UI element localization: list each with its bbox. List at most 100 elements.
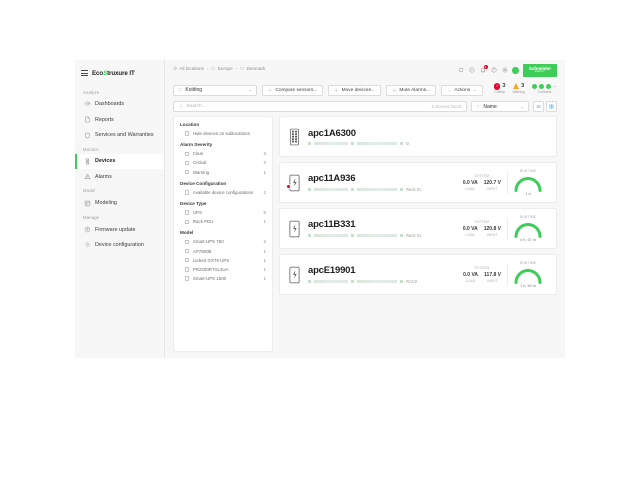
tag-marker-icon: [351, 141, 354, 145]
grid-view-icon[interactable]: [546, 101, 557, 112]
device-card[interactable]: apc1A6300: [279, 116, 557, 157]
sidebar-item-devices[interactable]: Devices: [75, 153, 164, 170]
alarm-summary-label: Contains: [537, 89, 552, 94]
checkbox-icon[interactable]: [185, 151, 190, 156]
checkbox-icon[interactable]: [185, 248, 190, 254]
notifications-icon[interactable]: 1: [479, 64, 488, 74]
location-selector[interactable]: Kolding ⌄: [173, 84, 257, 96]
filter-option[interactable]: Clear 3: [180, 149, 266, 158]
device-model-tag: [314, 187, 348, 191]
breadcrumb-item-europe[interactable]: Europe: [211, 66, 233, 71]
user-avatar[interactable]: [512, 67, 519, 74]
metrics-divider: [507, 263, 508, 286]
checkbox-icon[interactable]: [185, 239, 190, 245]
tag-marker-icon: [308, 141, 311, 145]
tag-marker-icon: [351, 233, 354, 237]
sidebar-item-device-configuration[interactable]: Device configuration: [75, 237, 164, 252]
device-model-tag: [314, 141, 348, 145]
filter-option[interactable]: Rack PDU 1: [180, 217, 266, 226]
device-card[interactable]: apcE19901 RACK SYSTEM 0.0 VA LOAD 117.8 V INPU…: [279, 254, 557, 295]
sidebar-item-label: Modeling: [95, 200, 117, 207]
filter-option-count: 1: [263, 219, 266, 225]
services-icon: [84, 132, 91, 139]
sidebar-item-dashboards[interactable]: Dashboards: [75, 97, 164, 112]
runtime-header: RUNTIME: [519, 261, 537, 265]
filter-option[interactable]: PR2200RTXL2UA 1: [180, 265, 266, 274]
checkbox-icon[interactable]: [185, 210, 190, 215]
brand-logo[interactable]: EcoStruxure IT: [75, 65, 164, 86]
filter-option-count: 1: [263, 169, 266, 175]
filter-option-label: Warning: [192, 169, 210, 175]
folder-icon: [240, 66, 245, 70]
refresh-icon[interactable]: [457, 67, 464, 74]
alarm-summary-label: Warning: [512, 89, 525, 94]
notification-badge: 1: [483, 64, 488, 70]
filter-option-label: Hide devices on sublocations: [192, 131, 250, 137]
help-circle-icon[interactable]: [468, 67, 475, 74]
input-value: 120.7 V: [483, 180, 501, 187]
breadcrumb-item-denmark[interactable]: Denmark: [240, 66, 265, 71]
chevron-down-icon: ⌄: [520, 103, 524, 109]
toolbar-button-mute-alarms[interactable]: Mute Alarms...: [385, 84, 437, 96]
load-value: 0.0 VA: [463, 272, 479, 279]
sort-selector[interactable]: Name ⌄: [471, 101, 529, 112]
toolbar-button-compare-sensors[interactable]: Compare sensors...: [262, 84, 324, 96]
chevron-down-icon: ⌄: [248, 87, 252, 92]
filter-option[interactable]: AP7800B 1: [180, 247, 266, 256]
filter-option[interactable]: Warning 1: [180, 168, 266, 177]
sort-icon: [476, 104, 480, 108]
toolbar-button-actions[interactable]: Actions ⌄: [441, 84, 483, 96]
filter-option-count: 1: [263, 257, 266, 263]
settings-icon[interactable]: [501, 67, 508, 74]
filter-option[interactable]: Critical 2: [180, 158, 266, 167]
device-name[interactable]: apcE19901: [308, 265, 356, 277]
filter-option-count: 2: [263, 160, 266, 166]
alarm-summary-critical[interactable]: ! 3 Critical: [493, 83, 505, 94]
sidebar-item-reports[interactable]: Reports: [75, 112, 164, 127]
gauge-arc-icon: [514, 176, 542, 192]
checkbox-icon[interactable]: [185, 160, 190, 166]
sidebar-item-firmware-update[interactable]: Firmware update: [75, 222, 164, 237]
filter-option[interactable]: Hide devices on sublocations: [180, 129, 266, 138]
filter-option[interactable]: Smart-UPS 750 2: [180, 237, 266, 246]
hamburger-menu-icon[interactable]: [81, 69, 88, 78]
device-name[interactable]: apc11B331: [308, 219, 356, 231]
device-name[interactable]: apc1A6300: [308, 128, 356, 140]
sidebar-item-modeling[interactable]: Modeling: [75, 195, 164, 210]
checkbox-icon[interactable]: [185, 190, 190, 195]
sidebar-item-alarms[interactable]: Alarms: [75, 169, 164, 184]
toolbar-button-move-devices[interactable]: Move devices...: [328, 84, 381, 96]
filter-option-count: 1: [263, 248, 266, 254]
alarm-summary-warning[interactable]: 3 Warning: [512, 83, 525, 94]
filter-panel: Location Hide devices on sublocations Alar…: [173, 116, 273, 352]
alarm-icon: [84, 173, 91, 180]
checkbox-icon[interactable]: [185, 258, 190, 263]
sidebar-item-services-and-warranties[interactable]: Services and Warranties: [75, 127, 164, 142]
checkbox-icon[interactable]: [185, 267, 190, 272]
checkbox-icon[interactable]: [185, 131, 190, 136]
alarm-summary-contains[interactable]: ⌄ Contains: [531, 83, 557, 94]
device-name[interactable]: apc11A936: [308, 173, 356, 185]
checkbox-icon[interactable]: [185, 276, 190, 281]
list-view-icon[interactable]: [533, 101, 544, 112]
checkbox-icon[interactable]: [185, 219, 190, 224]
question-icon[interactable]: [490, 67, 497, 74]
filter-option[interactable]: Liebert GXT5 UPS 1: [180, 256, 266, 265]
filter-option[interactable]: Available device configurations 2: [180, 188, 266, 197]
device-ip-tag: [357, 141, 397, 145]
checkbox-icon[interactable]: [185, 169, 190, 175]
tag-marker-icon: [308, 279, 311, 283]
breadcrumb-item-all-locations[interactable]: All locations: [173, 66, 204, 71]
load-label: LOAD: [465, 187, 476, 192]
location-marker-icon: [400, 187, 403, 191]
chevron-down-icon[interactable]: ⌄: [553, 83, 557, 89]
filter-option[interactable]: UPS 5: [180, 208, 266, 217]
filter-option[interactable]: Smart-UPS 1500 1: [180, 274, 266, 283]
filter-option-label: Available device configurations: [192, 189, 254, 195]
schneider-electric-logo: Schneider Electric: [522, 64, 557, 77]
filter-option-label: AP7800B: [192, 248, 212, 254]
search-input[interactable]: Search... 6 devices found: [173, 101, 467, 112]
filter-option-count: 1: [263, 276, 266, 282]
